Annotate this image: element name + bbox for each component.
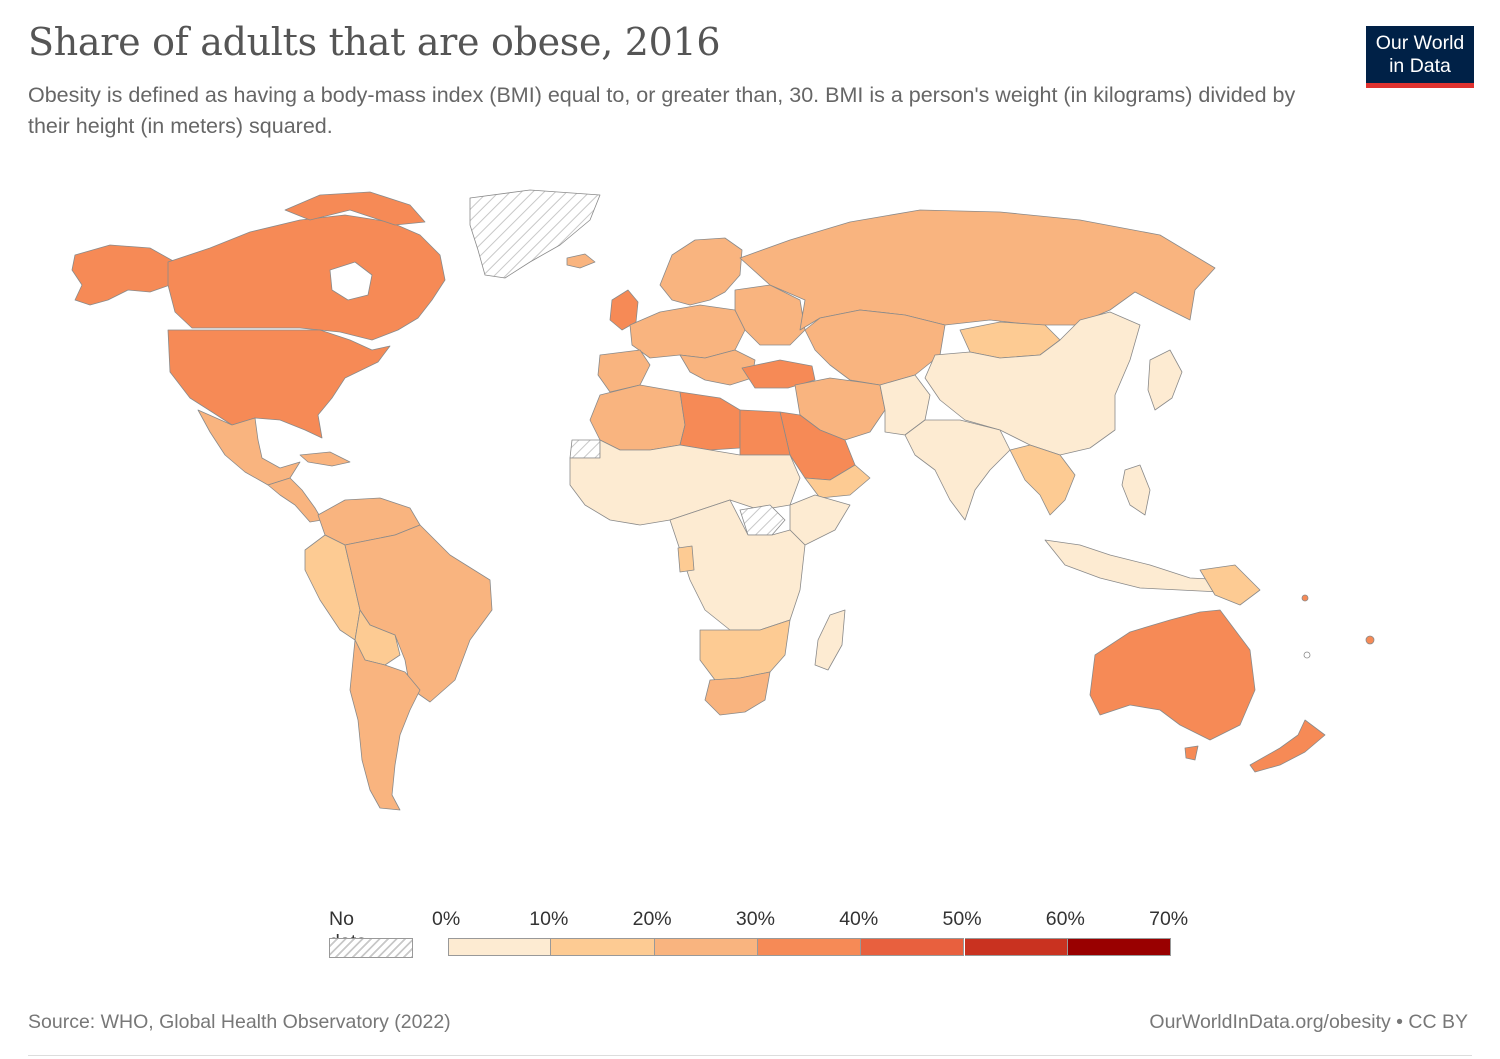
region-north-africa-west[interactable] [589, 384, 686, 451]
region-japan[interactable] [1147, 349, 1183, 411]
region-iceland[interactable] [566, 253, 596, 269]
legend-swatch [861, 938, 965, 956]
region-horn-of-africa[interactable] [789, 494, 851, 546]
region-philippines[interactable] [1121, 464, 1151, 516]
region-argentina-chile[interactable] [349, 639, 421, 811]
region-new-zealand[interactable] [1249, 719, 1326, 773]
region-sahel-west-africa[interactable] [569, 439, 801, 526]
chart-title: Share of adults that are obese, 2016 [28, 20, 721, 64]
region-russia[interactable] [739, 209, 1216, 331]
region-eastern-europe[interactable] [734, 284, 806, 346]
region-india[interactable] [904, 419, 1011, 521]
region-greenland[interactable] [469, 189, 601, 279]
region-gabon[interactable] [677, 545, 695, 573]
region-pacific-islands-3[interactable] [1303, 651, 1311, 659]
legend-swatch [654, 938, 758, 956]
legend-tick-label: 20% [632, 908, 672, 930]
legend-swatch [964, 938, 1068, 956]
legend-tick-label: 70% [1149, 908, 1189, 930]
region-pacific-islands-2[interactable] [1301, 594, 1309, 602]
region-united-states[interactable] [167, 329, 391, 439]
chart-subtitle: Obesity is defined as having a body-mass… [28, 83, 1296, 138]
region-tasmania[interactable] [1184, 745, 1199, 761]
legend-swatch [551, 938, 655, 956]
region-south-sudan[interactable] [739, 504, 786, 536]
region-southeast-asia[interactable] [1009, 444, 1076, 516]
region-mexico[interactable] [197, 409, 301, 486]
region-cuba[interactable] [299, 451, 351, 467]
region-libya[interactable] [679, 391, 741, 451]
region-central-america[interactable] [267, 477, 323, 523]
legend-tick-label: 10% [529, 908, 569, 930]
logo-line-1: Our World [1375, 32, 1465, 54]
region-pacific-islands-1[interactable] [1365, 635, 1375, 645]
source-note: Source: WHO, Global Health Observatory (… [28, 1011, 451, 1033]
region-papua-new-guinea[interactable] [1199, 564, 1261, 606]
region-madagascar[interactable] [814, 609, 846, 671]
region-canada[interactable] [167, 214, 446, 341]
region-turkey[interactable] [741, 359, 816, 389]
region-scandinavia[interactable] [659, 237, 743, 306]
world-choropleth-map[interactable] [40, 180, 1460, 850]
region-south-africa[interactable] [704, 671, 771, 716]
region-indonesia[interactable] [1044, 539, 1231, 593]
region-canada-arctic-islands[interactable] [284, 191, 426, 226]
region-china[interactable] [924, 311, 1141, 456]
legend-swatch [448, 938, 552, 956]
footer-divider [28, 1055, 1472, 1056]
owid-logo[interactable]: Our World in Data [1366, 26, 1474, 88]
source-link[interactable]: OurWorldInData.org/obesity • CC BY [1149, 1011, 1468, 1033]
legend-tick-label: 30% [735, 908, 775, 930]
region-australia[interactable] [1089, 609, 1256, 741]
legend-swatch [757, 938, 862, 956]
legend-tick-label: 40% [839, 908, 879, 930]
region-kazakhstan-central-asia[interactable] [804, 309, 946, 386]
legend-no-data-swatch [329, 938, 413, 958]
region-western-sahara[interactable] [569, 439, 601, 459]
region-alaska[interactable] [71, 244, 176, 306]
legend-tick-label: 60% [1045, 908, 1085, 930]
region-central-africa[interactable] [669, 499, 806, 631]
logo-accent-bar [1366, 83, 1474, 88]
region-western-europe[interactable] [629, 304, 746, 359]
logo-line-2: in Data [1389, 55, 1451, 77]
region-southern-africa[interactable] [699, 619, 791, 681]
hudson-bay [329, 261, 373, 301]
legend-swatch [1067, 938, 1172, 956]
legend-tick-label: 0% [432, 908, 461, 930]
legend-tick-label: 50% [942, 908, 982, 930]
